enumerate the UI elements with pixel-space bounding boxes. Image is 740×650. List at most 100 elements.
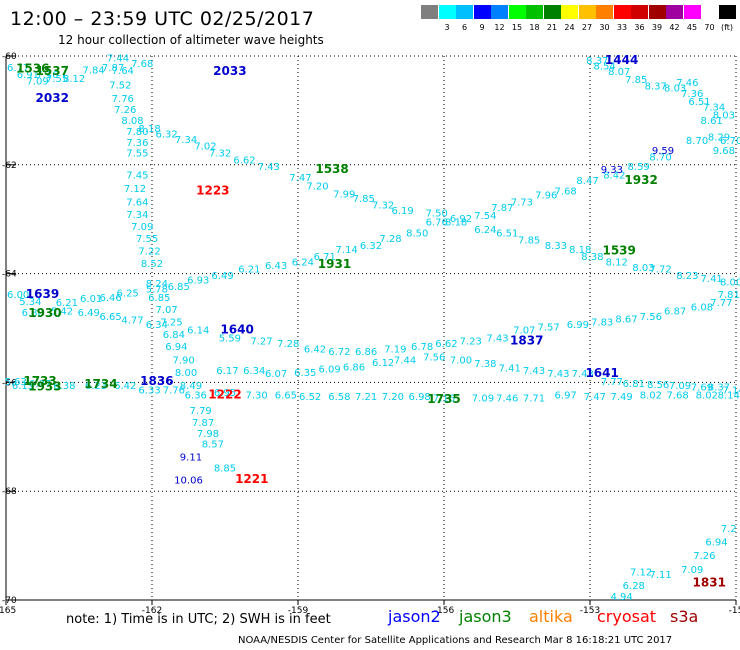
wave-height-label: 6.58 [328,392,350,403]
pass-time-label: 1639 [26,287,59,301]
pass-time-label: 1735 [427,392,460,406]
wave-height-label: 6.34 [146,320,168,331]
wave-height-label: 7.20 [306,181,328,192]
wave-height-label: 7.41 [499,364,521,375]
wave-height-label: 6.91 [17,70,39,81]
wave-height-label: 7.79 [190,406,212,417]
scale-swatch [561,5,578,19]
wave-height-label: 7.02 [194,142,216,153]
scale-label: 18 [529,23,540,32]
pass-time-label: 1734 [84,377,117,391]
wave-height-label: 6.52 [299,392,321,403]
scale-label: 45 [686,23,698,32]
legend-item-s3a: s3a [670,607,699,626]
wave-height-label: 6.65 [275,391,297,402]
scale-swatch [543,5,561,19]
wave-height-label: 6.08 [691,303,713,314]
wave-height-label: 7.77 [601,377,623,388]
wave-height-label: 10.06 [174,476,203,487]
wave-height-label: 7.43 [523,366,545,377]
wave-height-label: 7.87 [192,418,214,429]
y-tick-label: -60 [2,52,17,62]
scale-swatch [438,5,456,19]
wave-height-label: 6.01 [80,294,102,305]
wave-height-label: 6.94 [705,538,727,549]
wave-height-label: 8.03 [632,263,654,274]
wave-height-label: 6.25 [117,288,139,299]
pass-time-label: 1831 [693,575,726,589]
wave-height-label: 8.70 [686,136,708,147]
scale-label: 3 [444,23,450,32]
wave-height-label: 7.09 [27,76,49,87]
x-tick-label: -159 [288,606,309,616]
x-tick-label: -15 [729,606,740,616]
scale-swatch [631,5,648,19]
wave-height-label: 6.93 [187,275,209,286]
wave-height-label: 6.32 [155,130,177,141]
footer-credit: NOAA/NESDIS Center for Satellite Applica… [238,635,673,646]
wave-height-label: 6.19 [392,206,414,217]
wave-height-label: 7.27 [250,336,272,347]
wave-height-label: 5.59 [219,334,241,345]
wave-height-label: 7.30 [246,391,268,402]
y-tick-label: -70 [2,596,17,606]
wave-height-label: 6.72 [328,347,350,358]
pass-time-label: 1537 [36,64,69,78]
wave-height-label: 7.43 [486,334,508,345]
wave-height-label: 8.38 [581,252,603,263]
wave-height-label: 7.12 [630,568,652,579]
wave-height-label: 8.23 [676,271,698,282]
wave-height-label: 9.11 [180,453,202,464]
wave-height-label: 7.21 [355,392,377,403]
wave-height-label: 6.77 [7,63,29,74]
wave-height-label: 7.77 [710,298,732,309]
wave-height-label: 6.07 [29,379,51,390]
wave-height-label: 8.02 [696,391,718,402]
wave-height-label: 6.62 [435,339,457,350]
wave-height-label: 7.26 [114,105,136,116]
wave-height-label: 7.85 [625,75,647,86]
wave-height-label: 7.11 [649,570,671,581]
wave-height-label: 6.86 [343,362,365,373]
chart-title: 12:00 – 23:59 UTC 02/25/2017 [10,8,315,30]
wave-height-label: 7.80 [126,127,148,138]
wave-height-label: 6.70 [720,136,740,147]
wave-height-label: 7.34 [175,135,197,146]
y-tick-label: -62 [2,161,17,171]
wave-height-label: 7.09 [131,222,153,233]
wave-height-label: 6.71 [314,252,336,263]
wave-height-label: 6.81 [623,379,645,390]
scale-label: 36 [634,23,645,32]
wave-height-label: 6.98 [409,392,431,403]
wave-height-label: 6.42 [304,344,326,355]
wave-height-label: 7.28 [277,339,299,350]
wave-height-label: 4.94 [611,592,633,603]
wave-height-label: 6.35 [294,368,316,379]
wave-height-label: 7.34 [703,102,725,113]
wave-height-label: 7.81 [718,290,740,301]
wave-height-label: 6.49 [78,308,100,319]
wave-height-label: 6.36 [185,391,207,402]
wave-height-label: 7.68 [666,391,688,402]
wave-height-label: 6.51 [688,97,710,108]
wave-height-label: 7.07 [155,305,177,316]
wave-height-label: 6.78 [411,342,433,353]
wave-height-label: 6.32 [360,241,382,252]
pass-time-label: 2032 [36,91,69,105]
wave-height-label: 7.64 [126,198,148,209]
wave-height-label: 6.94 [165,342,187,353]
wave-height-label: 7.49 [611,392,633,403]
scale-label: 15 [511,23,523,32]
wave-height-label: 8.03 [713,111,735,122]
scale-swatch [596,5,613,19]
wave-height-label: 6.33 [138,385,160,396]
pass-time-label: 1221 [235,472,268,486]
wave-height-label: 8.52 [141,259,163,270]
wave-height-label: 7.16 [433,393,455,404]
wave-height-label: 7.25 [160,317,182,328]
wave-height-label: 5.34 [19,297,41,308]
wave-height-label: 7.52 [109,81,131,92]
wave-height-label: 6.85 [148,293,170,304]
pass-time-label: 1640 [220,322,253,336]
